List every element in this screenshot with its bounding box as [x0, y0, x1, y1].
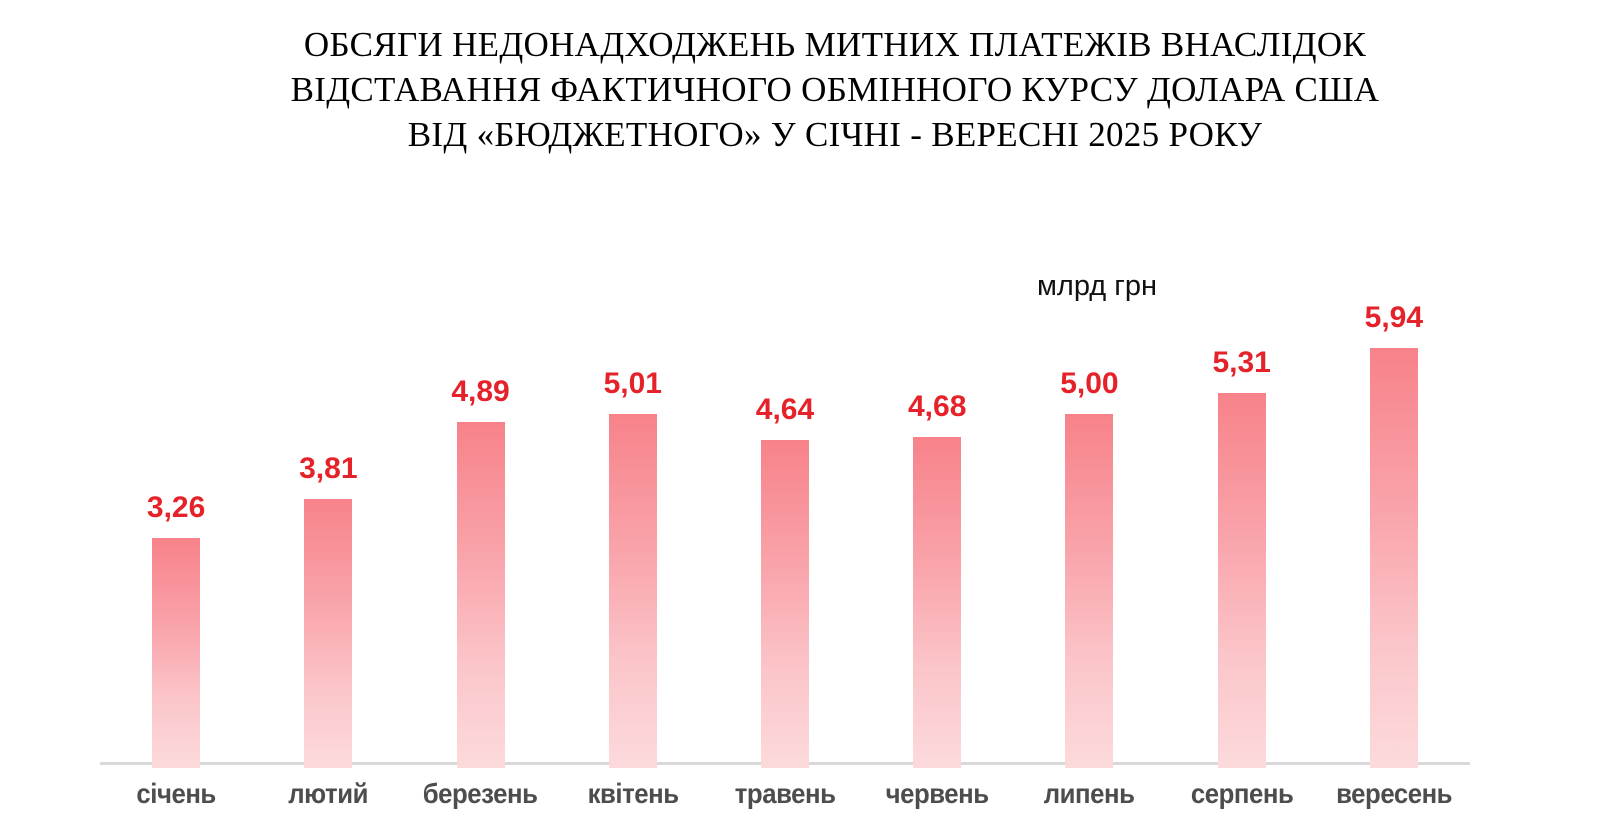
- bar-value-label: 4,89: [451, 375, 510, 408]
- bar: [1217, 393, 1266, 768]
- bar-column-червень: 4,68: [861, 391, 1013, 768]
- x-axis-label-лютий: лютий: [288, 778, 369, 809]
- bar: [760, 440, 809, 768]
- chart-title-line-2: ВІДСТАВАННЯ ФАКТИЧНОГО ОБМІННОГО КУРСУ Д…: [290, 70, 1380, 109]
- bar-column-січень: 3,26: [100, 492, 252, 768]
- bar-value-label: 5,31: [1212, 346, 1271, 379]
- bar: [152, 538, 201, 768]
- bar-value-label: 3,81: [299, 452, 358, 485]
- bar-column-лютий: 3,81: [252, 453, 404, 768]
- bar-column-квітень: 5,01: [557, 368, 709, 768]
- bar-value-label: 5,00: [1060, 367, 1119, 400]
- bar-value-label: 4,64: [755, 393, 815, 426]
- bar: [913, 437, 962, 768]
- bar-column-березень: 4,89: [404, 376, 556, 768]
- bar: [608, 414, 657, 768]
- x-axis-label-травень: травень: [734, 778, 836, 809]
- x-axis-labels: січень лютий березень квітень травень че…: [100, 778, 1470, 810]
- x-axis-label-вересень: вересень: [1335, 778, 1452, 809]
- bar: [1065, 414, 1114, 768]
- bar-column-липень: 5,00: [1013, 368, 1165, 768]
- chart-title: ОБСЯГИ НЕДОНАДХОДЖЕНЬ МИТНИХ ПЛАТЕЖІВ ВН…: [70, 22, 1600, 157]
- x-axis-label-березень: березень: [423, 778, 538, 809]
- chart-title-line-1: ОБСЯГИ НЕДОНАДХОДЖЕНЬ МИТНИХ ПЛАТЕЖІВ ВН…: [303, 25, 1367, 64]
- x-axis-label-січень: січень: [136, 778, 216, 809]
- chart-title-line-3: ВІД «БЮДЖЕТНОГО» У СІЧНІ - ВЕРЕСНІ 2025 …: [407, 115, 1263, 154]
- x-axis-label-серпень: серпень: [1190, 778, 1293, 809]
- bar-value-label: 3,26: [146, 491, 206, 524]
- bar: [304, 499, 353, 768]
- x-axis-label-червень: червень: [885, 778, 989, 809]
- bar-columns: 3,26 3,81 4,89 5,01 4,64 4,68 5,00: [100, 0, 1470, 768]
- bar-value-label: 5,94: [1364, 301, 1424, 334]
- axis-unit-label: млрд грн: [1036, 270, 1158, 302]
- x-axis-label-липень: липень: [1044, 778, 1135, 809]
- bar-column-вересень: 5,94: [1318, 302, 1470, 768]
- bar-value-label: 4,68: [908, 390, 967, 423]
- plot-area: 3,26 3,81 4,89 5,01 4,64 4,68 5,00: [100, 0, 1470, 768]
- x-axis-label-квітень: квітень: [587, 778, 679, 809]
- bar: [1369, 348, 1418, 768]
- bar-column-травень: 4,64: [709, 394, 861, 768]
- bar: [456, 422, 505, 768]
- bar-value-label: 5,01: [603, 367, 662, 400]
- bar-column-серпень: 5,31: [1166, 347, 1318, 768]
